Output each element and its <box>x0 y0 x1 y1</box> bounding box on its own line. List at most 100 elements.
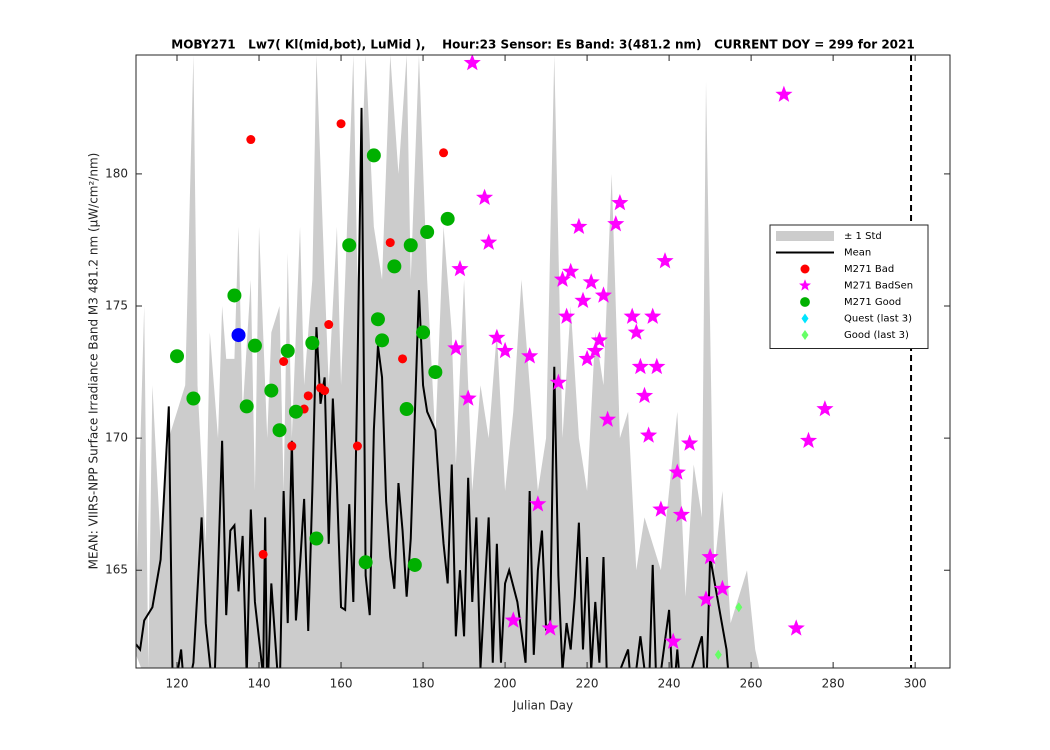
x-tick-label: 240 <box>658 677 681 691</box>
axes-box <box>135 54 951 669</box>
marker <box>611 194 629 211</box>
legend-label: M271 BadSen <box>844 281 913 292</box>
x-tick-label: 200 <box>494 677 517 691</box>
marker <box>640 426 658 443</box>
marker <box>496 341 514 359</box>
marker <box>186 391 201 406</box>
x-tick-label: 140 <box>248 677 271 691</box>
marker <box>447 339 465 356</box>
marker <box>305 336 320 351</box>
marker <box>627 323 645 340</box>
marker <box>714 649 722 660</box>
x-axis-label: Julian Day <box>512 699 573 713</box>
marker <box>324 320 334 330</box>
marker <box>787 619 805 636</box>
marker <box>735 602 743 613</box>
marker <box>440 211 455 226</box>
x-tick-label: 120 <box>166 677 189 691</box>
marker <box>439 148 449 158</box>
legend-label: Mean <box>844 248 871 259</box>
marker <box>451 260 469 277</box>
marker <box>775 85 793 102</box>
marker <box>280 343 295 358</box>
x-tick-label: 220 <box>576 677 599 691</box>
marker <box>459 389 477 406</box>
marker <box>713 579 731 596</box>
marker <box>480 233 498 250</box>
marker <box>681 434 699 451</box>
marker <box>800 431 818 448</box>
marker <box>375 333 390 348</box>
marker <box>635 386 654 404</box>
marker <box>558 307 576 324</box>
x-tick-label: 260 <box>740 677 763 691</box>
marker <box>398 354 408 364</box>
marker <box>644 307 662 324</box>
marker <box>504 611 522 628</box>
marker <box>416 325 431 340</box>
marker <box>231 328 246 343</box>
marker <box>529 495 547 512</box>
marker <box>303 391 313 401</box>
marker <box>288 404 303 419</box>
marker <box>816 400 834 417</box>
marker <box>799 279 811 291</box>
marker <box>664 632 682 649</box>
marker <box>488 328 506 345</box>
marker <box>668 463 686 480</box>
marker <box>239 399 254 414</box>
x-tick-label: 180 <box>412 677 435 691</box>
marker <box>553 270 571 287</box>
marker <box>352 441 362 451</box>
marker <box>656 252 674 269</box>
marker <box>272 423 287 438</box>
marker <box>801 330 809 340</box>
marker <box>549 373 567 390</box>
marker <box>387 259 402 274</box>
marker <box>258 549 268 559</box>
legend-label: M271 Good <box>844 297 901 308</box>
marker <box>407 557 422 572</box>
marker <box>578 349 596 367</box>
marker <box>370 312 385 327</box>
legend-label: M271 Bad <box>844 264 894 275</box>
marker <box>590 331 608 348</box>
marker <box>170 349 185 364</box>
chart-title: MOBY271 Lw7( Kl(mid,bot), LuMid ), Hour:… <box>171 38 914 52</box>
marker <box>541 619 559 636</box>
y-tick-label: 165 <box>105 563 128 577</box>
marker <box>420 225 435 240</box>
y-tick-label: 180 <box>105 166 128 180</box>
marker <box>697 590 715 607</box>
marker <box>264 383 279 398</box>
y-tick-label: 175 <box>105 299 128 313</box>
marker <box>672 505 690 522</box>
x-tick-label: 280 <box>822 677 845 691</box>
y-axis-label: MEAN: VIIRS-NPP Surface Irradiance Band … <box>87 153 101 570</box>
marker <box>227 288 242 303</box>
legend-label: Quest (last 3) <box>844 314 912 325</box>
marker <box>366 148 381 163</box>
mean-line <box>136 107 729 668</box>
marker <box>562 262 580 279</box>
marker <box>648 357 666 375</box>
marker <box>287 441 297 451</box>
marker <box>428 365 443 380</box>
marker <box>607 215 625 232</box>
marker <box>521 347 539 364</box>
marker <box>631 357 649 375</box>
marker <box>476 188 494 205</box>
marker <box>800 297 810 307</box>
legend-swatch <box>776 231 834 241</box>
marker <box>594 286 612 303</box>
std-band <box>136 55 760 668</box>
legend-box <box>769 224 929 349</box>
marker <box>800 264 810 274</box>
marker <box>586 341 604 359</box>
legend: ± 1 Std Mean M271 Bad M271 BadSen M271 Good Q… <box>769 224 929 349</box>
marker <box>342 238 357 253</box>
marker <box>599 410 617 427</box>
legend-label: ± 1 Std <box>844 231 882 242</box>
ticks: 120 140 160 180 200 220 240 260 280 300 165 170 175 1… <box>105 55 950 691</box>
